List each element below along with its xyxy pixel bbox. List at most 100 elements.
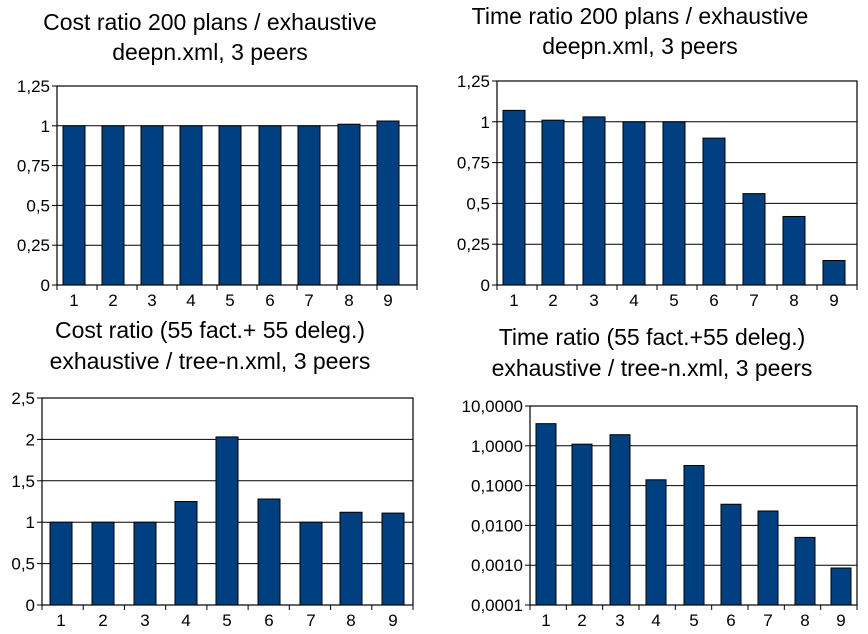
bar xyxy=(101,125,125,286)
bar xyxy=(757,510,779,606)
x-tick-label: 2 xyxy=(577,611,586,630)
bar xyxy=(257,498,281,606)
x-tick-label: 2 xyxy=(548,291,557,310)
bar xyxy=(830,567,852,606)
x-tick-label: 1 xyxy=(56,611,65,630)
bar xyxy=(179,125,203,286)
bar xyxy=(609,434,631,606)
y-tick-label: 0,5 xyxy=(466,194,490,213)
x-tick-label: 3 xyxy=(615,611,624,630)
bar xyxy=(133,521,157,606)
y-tick-label: 0,0100 xyxy=(471,516,523,535)
x-tick-label: 6 xyxy=(709,291,718,310)
x-tick-label: 7 xyxy=(306,611,315,630)
y-tick-label: 0,25 xyxy=(457,235,490,254)
y-tick-label: 0,0010 xyxy=(471,556,523,575)
chart-title: Time ratio 200 plans / exhaustive xyxy=(472,3,809,29)
x-tick-label: 4 xyxy=(629,291,638,310)
y-tick-label: 2 xyxy=(26,430,35,449)
x-tick-label: 8 xyxy=(800,611,809,630)
chart-panel-2: Time ratio 200 plans / exhaustive deepn.x… xyxy=(457,3,858,310)
chart-panel-4: Time ratio (55 fact.+55 deleg.) exhaustiv… xyxy=(462,324,858,630)
y-tick-label: 1 xyxy=(26,513,35,532)
bar xyxy=(140,125,164,286)
x-tick-label: 8 xyxy=(344,291,353,310)
chart-title: Cost ratio (55 fact.+ 55 deleg.) xyxy=(55,317,365,343)
bar xyxy=(541,119,565,286)
x-tick-label: 1 xyxy=(509,291,518,310)
chart-subtitle: exhaustive / tree-n.xml, 3 peers xyxy=(492,355,813,381)
y-tick-label: 0 xyxy=(41,276,50,295)
bar xyxy=(258,125,282,286)
x-tick-label: 3 xyxy=(147,291,156,310)
y-tick-label: 0,0001 xyxy=(471,596,523,615)
bar xyxy=(215,436,239,606)
chart-panel-1: Cost ratio 200 plans / exhaustive deepn.x… xyxy=(17,9,418,310)
x-tick-label: 1 xyxy=(541,611,550,630)
x-tick-label: 6 xyxy=(265,291,274,310)
x-tick-label: 5 xyxy=(222,611,231,630)
y-tick-label: 1,25 xyxy=(457,72,490,91)
y-tick-label: 0,75 xyxy=(17,157,50,176)
y-tick-label: 0,75 xyxy=(457,154,490,173)
y-tick-label: 0 xyxy=(481,276,490,295)
bar xyxy=(91,521,115,606)
x-tick-label: 6 xyxy=(264,611,273,630)
y-tick-label: 1,25 xyxy=(17,77,50,96)
x-tick-label: 4 xyxy=(181,611,190,630)
chart-title: Cost ratio 200 plans / exhaustive xyxy=(43,9,377,35)
y-tick-label: 0 xyxy=(26,596,35,615)
x-tick-label: 4 xyxy=(186,291,195,310)
x-tick-label: 7 xyxy=(304,291,313,310)
bar xyxy=(742,193,766,286)
x-tick-label: 9 xyxy=(836,611,845,630)
chart-panel-3: Cost ratio (55 fact.+ 55 deleg.) exhausti… xyxy=(11,317,414,630)
chart-title: Time ratio (55 fact.+55 deleg.) xyxy=(499,324,806,350)
x-tick-label: 2 xyxy=(98,611,107,630)
x-tick-label: 5 xyxy=(669,291,678,310)
bar xyxy=(782,215,806,286)
x-tick-label: 4 xyxy=(651,611,660,630)
bar xyxy=(337,123,361,286)
y-tick-label: 0,25 xyxy=(17,236,50,255)
bar xyxy=(297,125,321,286)
y-tick-label: 1,0000 xyxy=(471,437,523,456)
y-tick-label: 10,0000 xyxy=(462,397,523,416)
y-tick-label: 0,1000 xyxy=(471,477,523,496)
y-tick-label: 1,5 xyxy=(11,472,35,491)
y-tick-label: 1 xyxy=(481,113,490,132)
chart-subtitle: deepn.xml, 3 peers xyxy=(112,39,308,65)
bar xyxy=(794,536,816,606)
x-tick-label: 9 xyxy=(383,291,392,310)
bar xyxy=(702,137,726,286)
bar xyxy=(339,511,363,606)
bar xyxy=(683,464,705,606)
chart-subtitle: exhaustive / tree-n.xml, 3 peers xyxy=(50,348,371,374)
x-tick-label: 9 xyxy=(388,611,397,630)
bar xyxy=(376,120,400,286)
x-tick-label: 3 xyxy=(140,611,149,630)
x-tick-label: 1 xyxy=(69,291,78,310)
y-tick-label: 1 xyxy=(41,117,50,136)
x-tick-label: 7 xyxy=(749,291,758,310)
bar xyxy=(645,479,667,606)
y-tick-label: 0,5 xyxy=(11,555,35,574)
x-tick-label: 5 xyxy=(689,611,698,630)
bar xyxy=(62,125,86,286)
chart-subtitle: deepn.xml, 3 peers xyxy=(542,33,738,59)
bar xyxy=(49,521,73,606)
bar xyxy=(720,503,742,606)
bar xyxy=(662,121,686,286)
bar xyxy=(174,501,198,606)
bar xyxy=(822,260,846,286)
bar xyxy=(218,125,242,286)
x-tick-label: 7 xyxy=(763,611,772,630)
bar xyxy=(502,109,526,286)
bar xyxy=(571,443,593,606)
x-tick-label: 6 xyxy=(726,611,735,630)
x-tick-label: 3 xyxy=(589,291,598,310)
bar xyxy=(299,521,323,606)
x-tick-label: 9 xyxy=(829,291,838,310)
y-tick-label: 2,5 xyxy=(11,389,35,408)
